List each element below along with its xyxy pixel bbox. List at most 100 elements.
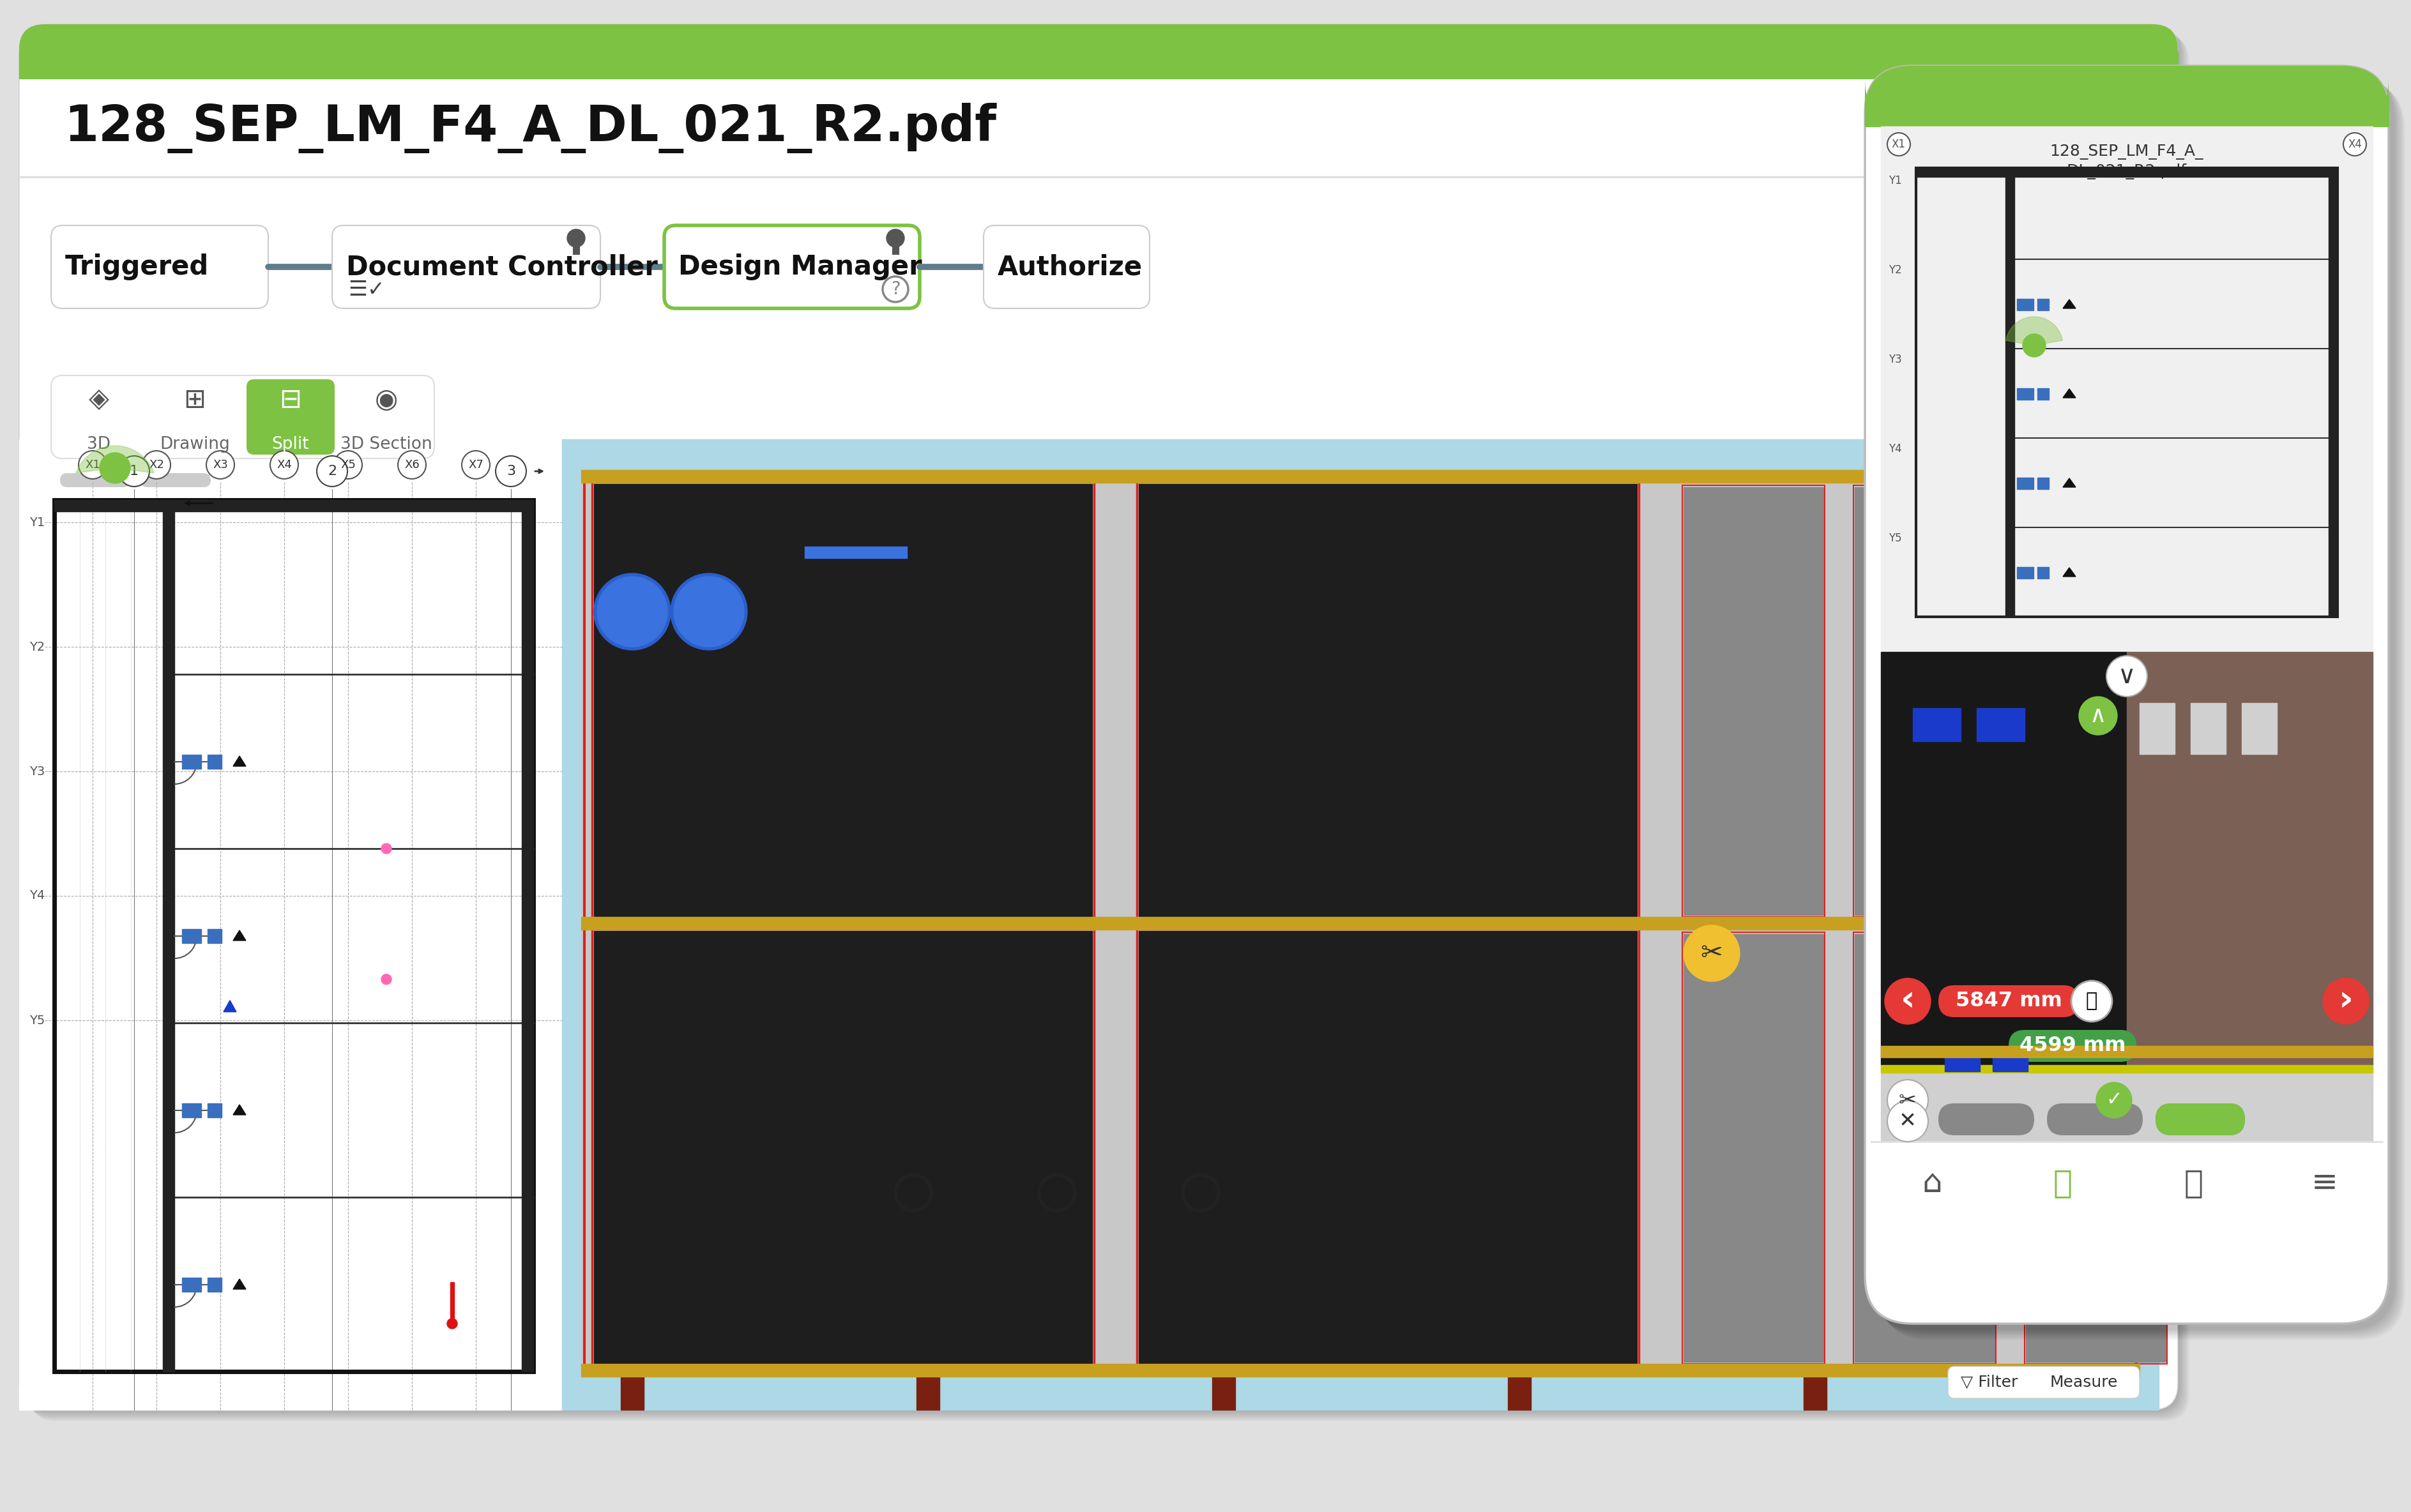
FancyBboxPatch shape [984, 225, 1150, 308]
Text: ⊞: ⊞ [183, 386, 205, 413]
Text: 3D Section: 3D Section [340, 435, 432, 452]
Bar [2025, 933, 2167, 1364]
Text: ⊟: ⊟ [280, 386, 301, 413]
FancyBboxPatch shape [246, 380, 335, 455]
Bar [805, 546, 907, 558]
Text: X7: X7 [468, 460, 485, 470]
Text: X4: X4 [277, 460, 292, 470]
Text: Y4: Y4 [1888, 443, 1902, 455]
Text: ?: ? [890, 280, 899, 298]
Bar [1881, 1046, 2372, 1057]
Bar [2037, 567, 2049, 579]
Text: ◈: ◈ [89, 386, 108, 413]
Bar [181, 1104, 200, 1117]
Bar [581, 478, 2139, 924]
Bar [583, 924, 2136, 1368]
Bar [1138, 484, 1637, 918]
Bar [1917, 168, 2339, 617]
Text: Y3: Y3 [1888, 354, 1902, 366]
Text: X3: X3 [212, 460, 229, 470]
Circle shape [2095, 1083, 2131, 1117]
Circle shape [1888, 1080, 1929, 1120]
Bar [2018, 389, 2032, 399]
Bar [581, 470, 2139, 482]
Bar [1881, 1064, 2372, 1072]
Text: Drawing: Drawing [159, 435, 229, 452]
FancyBboxPatch shape [51, 375, 434, 458]
Bar [1683, 485, 1825, 916]
FancyBboxPatch shape [2155, 1104, 2245, 1136]
Circle shape [670, 573, 747, 650]
FancyBboxPatch shape [663, 225, 919, 308]
Circle shape [2071, 981, 2112, 1022]
Circle shape [2078, 697, 2117, 735]
Text: 5847 mm: 5847 mm [1955, 992, 2061, 1012]
Circle shape [142, 451, 171, 479]
Bar [1881, 127, 2372, 652]
Bar [562, 440, 2158, 1409]
Bar [181, 754, 200, 768]
Bar [1213, 1365, 1234, 1409]
Circle shape [598, 576, 668, 647]
Text: 4599 mm: 4599 mm [2020, 1036, 2127, 1055]
Circle shape [593, 573, 670, 650]
Bar [593, 482, 1095, 921]
Bar [2030, 497, 2040, 906]
Bar [1138, 482, 1639, 921]
Text: X5: X5 [340, 460, 357, 470]
Bar [581, 916, 2139, 930]
Bar [1854, 934, 1994, 1362]
Text: Y1: Y1 [1888, 175, 1902, 186]
Bar [1683, 934, 1823, 1362]
Bar [1881, 1064, 2372, 1142]
Text: ⌂: ⌂ [1922, 1167, 1943, 1199]
Bar [581, 924, 2139, 1371]
Bar [2139, 703, 2175, 754]
Polygon shape [2064, 478, 2076, 487]
Text: Document Controller: Document Controller [347, 254, 658, 280]
Polygon shape [77, 446, 154, 473]
Text: Y5: Y5 [29, 1015, 46, 1027]
FancyBboxPatch shape [1938, 986, 2078, 1018]
FancyBboxPatch shape [60, 473, 130, 487]
Text: 128_SEP_LM_F4_A_
DL_021_R2.pdf: 128_SEP_LM_F4_A_ DL_021_R2.pdf [2049, 144, 2204, 180]
Bar [2242, 703, 2276, 754]
Text: ☰✓: ☰✓ [347, 278, 386, 299]
Text: ✓: ✓ [2105, 1090, 2122, 1110]
Text: X6: X6 [405, 460, 420, 470]
Text: Split: Split [272, 435, 309, 452]
Circle shape [335, 451, 362, 479]
Circle shape [398, 451, 427, 479]
FancyBboxPatch shape [1948, 1367, 2139, 1399]
Polygon shape [2006, 318, 2061, 345]
Text: ∨: ∨ [2117, 664, 2136, 688]
Text: Measure: Measure [2049, 1374, 2119, 1390]
Bar [1917, 168, 2339, 177]
Bar [2011, 497, 2023, 906]
Text: ›: › [2339, 984, 2353, 1019]
Bar [593, 928, 1095, 1367]
Bar [593, 484, 1092, 918]
Text: 📍: 📍 [2054, 1167, 2073, 1199]
Bar [2018, 299, 2032, 310]
Polygon shape [234, 1105, 246, 1114]
Bar [55, 500, 533, 511]
Bar [583, 478, 2136, 921]
Circle shape [2322, 978, 2370, 1024]
Bar [207, 754, 222, 768]
Circle shape [446, 1318, 458, 1329]
Bar [1803, 1365, 1828, 1409]
Bar [2018, 478, 2032, 488]
Bar [451, 1282, 453, 1320]
FancyBboxPatch shape [51, 225, 268, 308]
Circle shape [1683, 925, 1741, 981]
Text: 128_SEP_LM_F4_A_DL_021_R2.pdf: 128_SEP_LM_F4_A_DL_021_R2.pdf [63, 103, 996, 153]
Bar [207, 928, 222, 943]
Text: Y5: Y5 [1888, 532, 1902, 544]
Polygon shape [2064, 299, 2076, 308]
Text: Design Manager: Design Manager [677, 254, 921, 280]
Bar [1991, 1052, 2028, 1072]
FancyBboxPatch shape [2155, 1104, 2245, 1136]
Bar [1866, 97, 2389, 127]
Text: Y1: Y1 [29, 516, 46, 528]
